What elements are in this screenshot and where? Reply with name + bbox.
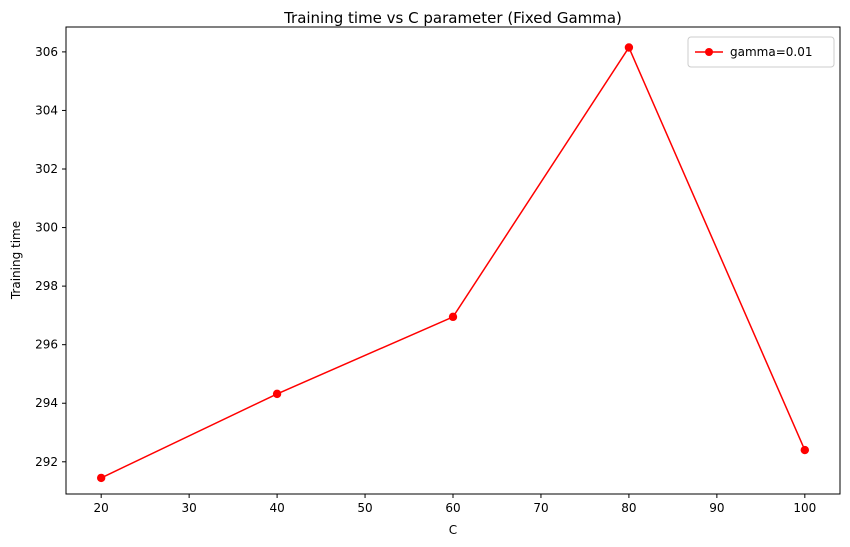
y-tick-label: 300 [35, 221, 58, 235]
y-axis: 292 294 296 298 300 302 304 306 [35, 45, 66, 469]
x-tick-label: 80 [621, 501, 636, 515]
plot-frame [65, 26, 841, 495]
series-line [100, 45, 806, 479]
legend-box [687, 36, 835, 68]
x-tick-label: 100 [793, 501, 816, 515]
data-point [624, 43, 634, 52]
x-tick-label: 70 [533, 501, 548, 515]
legend-marker [705, 48, 713, 56]
x-tick-label: 60 [445, 501, 460, 515]
data-point [272, 389, 282, 399]
y-tick-label: 292 [35, 455, 58, 469]
y-tick-label: 302 [35, 162, 58, 176]
data-point [96, 473, 106, 483]
y-tick-label: 298 [35, 279, 58, 293]
x-tick-label: 90 [709, 501, 724, 515]
y-axis-label: Training time [9, 221, 23, 300]
y-tick-label: 304 [35, 103, 58, 117]
x-tick-label: 50 [357, 501, 372, 515]
chart-title: Training time vs C parameter (Fixed Gamm… [283, 9, 622, 27]
x-axis-label: C [449, 523, 457, 537]
y-tick-label: 306 [35, 45, 58, 59]
legend: gamma=0.01 [687, 36, 835, 68]
y-tick-label: 296 [35, 338, 58, 352]
y-tick-label: 294 [35, 396, 58, 410]
plot-area [96, 43, 810, 483]
legend-label: gamma=0.01 [730, 45, 812, 59]
x-tick-label: 40 [269, 501, 284, 515]
data-point [448, 312, 458, 322]
data-point [800, 445, 810, 455]
x-tick-label: 20 [94, 501, 109, 515]
x-tick-label: 30 [181, 501, 196, 515]
x-axis: 20 30 40 50 60 70 80 90 100 [94, 494, 816, 515]
